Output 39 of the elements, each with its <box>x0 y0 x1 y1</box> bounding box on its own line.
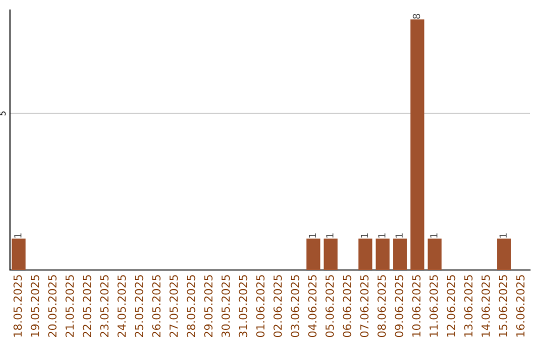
x-tick-label: 03.06.2025 <box>290 275 300 338</box>
x-tick-label: 15.06.2025 <box>498 275 508 337</box>
x-tick-label: 01.06.2025 <box>256 275 265 338</box>
x-tick-label: 02.06.2025 <box>273 275 282 338</box>
x-tick-label: 23.05.2025 <box>100 275 109 337</box>
data-label: 1 <box>378 233 386 238</box>
x-tick-label: 30.05.2025 <box>221 275 230 337</box>
data-label: 1 <box>360 233 368 238</box>
x-tick-label: 28.05.2025 <box>186 275 196 337</box>
x-tick-label: 12.06.2025 <box>446 275 456 337</box>
data-label: 1 <box>430 233 438 238</box>
x-tick-label: 24.05.2025 <box>117 275 126 337</box>
x-tick-label: 06.06.2025 <box>342 275 352 338</box>
x-tick-label: 20.05.2025 <box>48 275 57 337</box>
x-tick-label: 04.06.2025 <box>308 275 317 338</box>
x-tick-label: 10.06.2025 <box>412 275 421 337</box>
x-tick-label: 29.05.2025 <box>204 275 213 337</box>
x-tick-label: 19.05.2025 <box>30 275 40 337</box>
x-tick-label: 26.05.2025 <box>152 275 161 337</box>
x-tick-label: 22.05.2025 <box>82 275 92 337</box>
x-tick-label: 21.05.2025 <box>65 275 74 337</box>
x-tick-label: 11.06.2025 <box>429 275 438 337</box>
data-label: 1 <box>500 233 507 238</box>
data-label: 1 <box>308 233 316 238</box>
x-tick-label: 25.05.2025 <box>134 275 144 337</box>
data-label: 8 <box>412 14 420 19</box>
x-tick-label: 14.06.2025 <box>481 275 490 337</box>
x-tick-label: 09.06.2025 <box>394 275 404 338</box>
data-label: 1 <box>326 233 334 238</box>
x-tick-label: 16.06.2025 <box>516 275 525 337</box>
x-tick-label: 18.05.2025 <box>13 275 22 337</box>
data-label: 1 <box>396 233 403 238</box>
x-tick-label: 31.05.2025 <box>238 275 248 337</box>
data-label: 1 <box>14 233 22 238</box>
x-tick-label: 27.05.2025 <box>169 275 178 337</box>
x-tick-label: 13.06.2025 <box>464 275 473 337</box>
x-tick-label: 05.06.2025 <box>325 275 334 338</box>
x-tick-label: 07.06.2025 <box>360 275 369 338</box>
x-tick-label: 08.06.2025 <box>377 275 386 338</box>
